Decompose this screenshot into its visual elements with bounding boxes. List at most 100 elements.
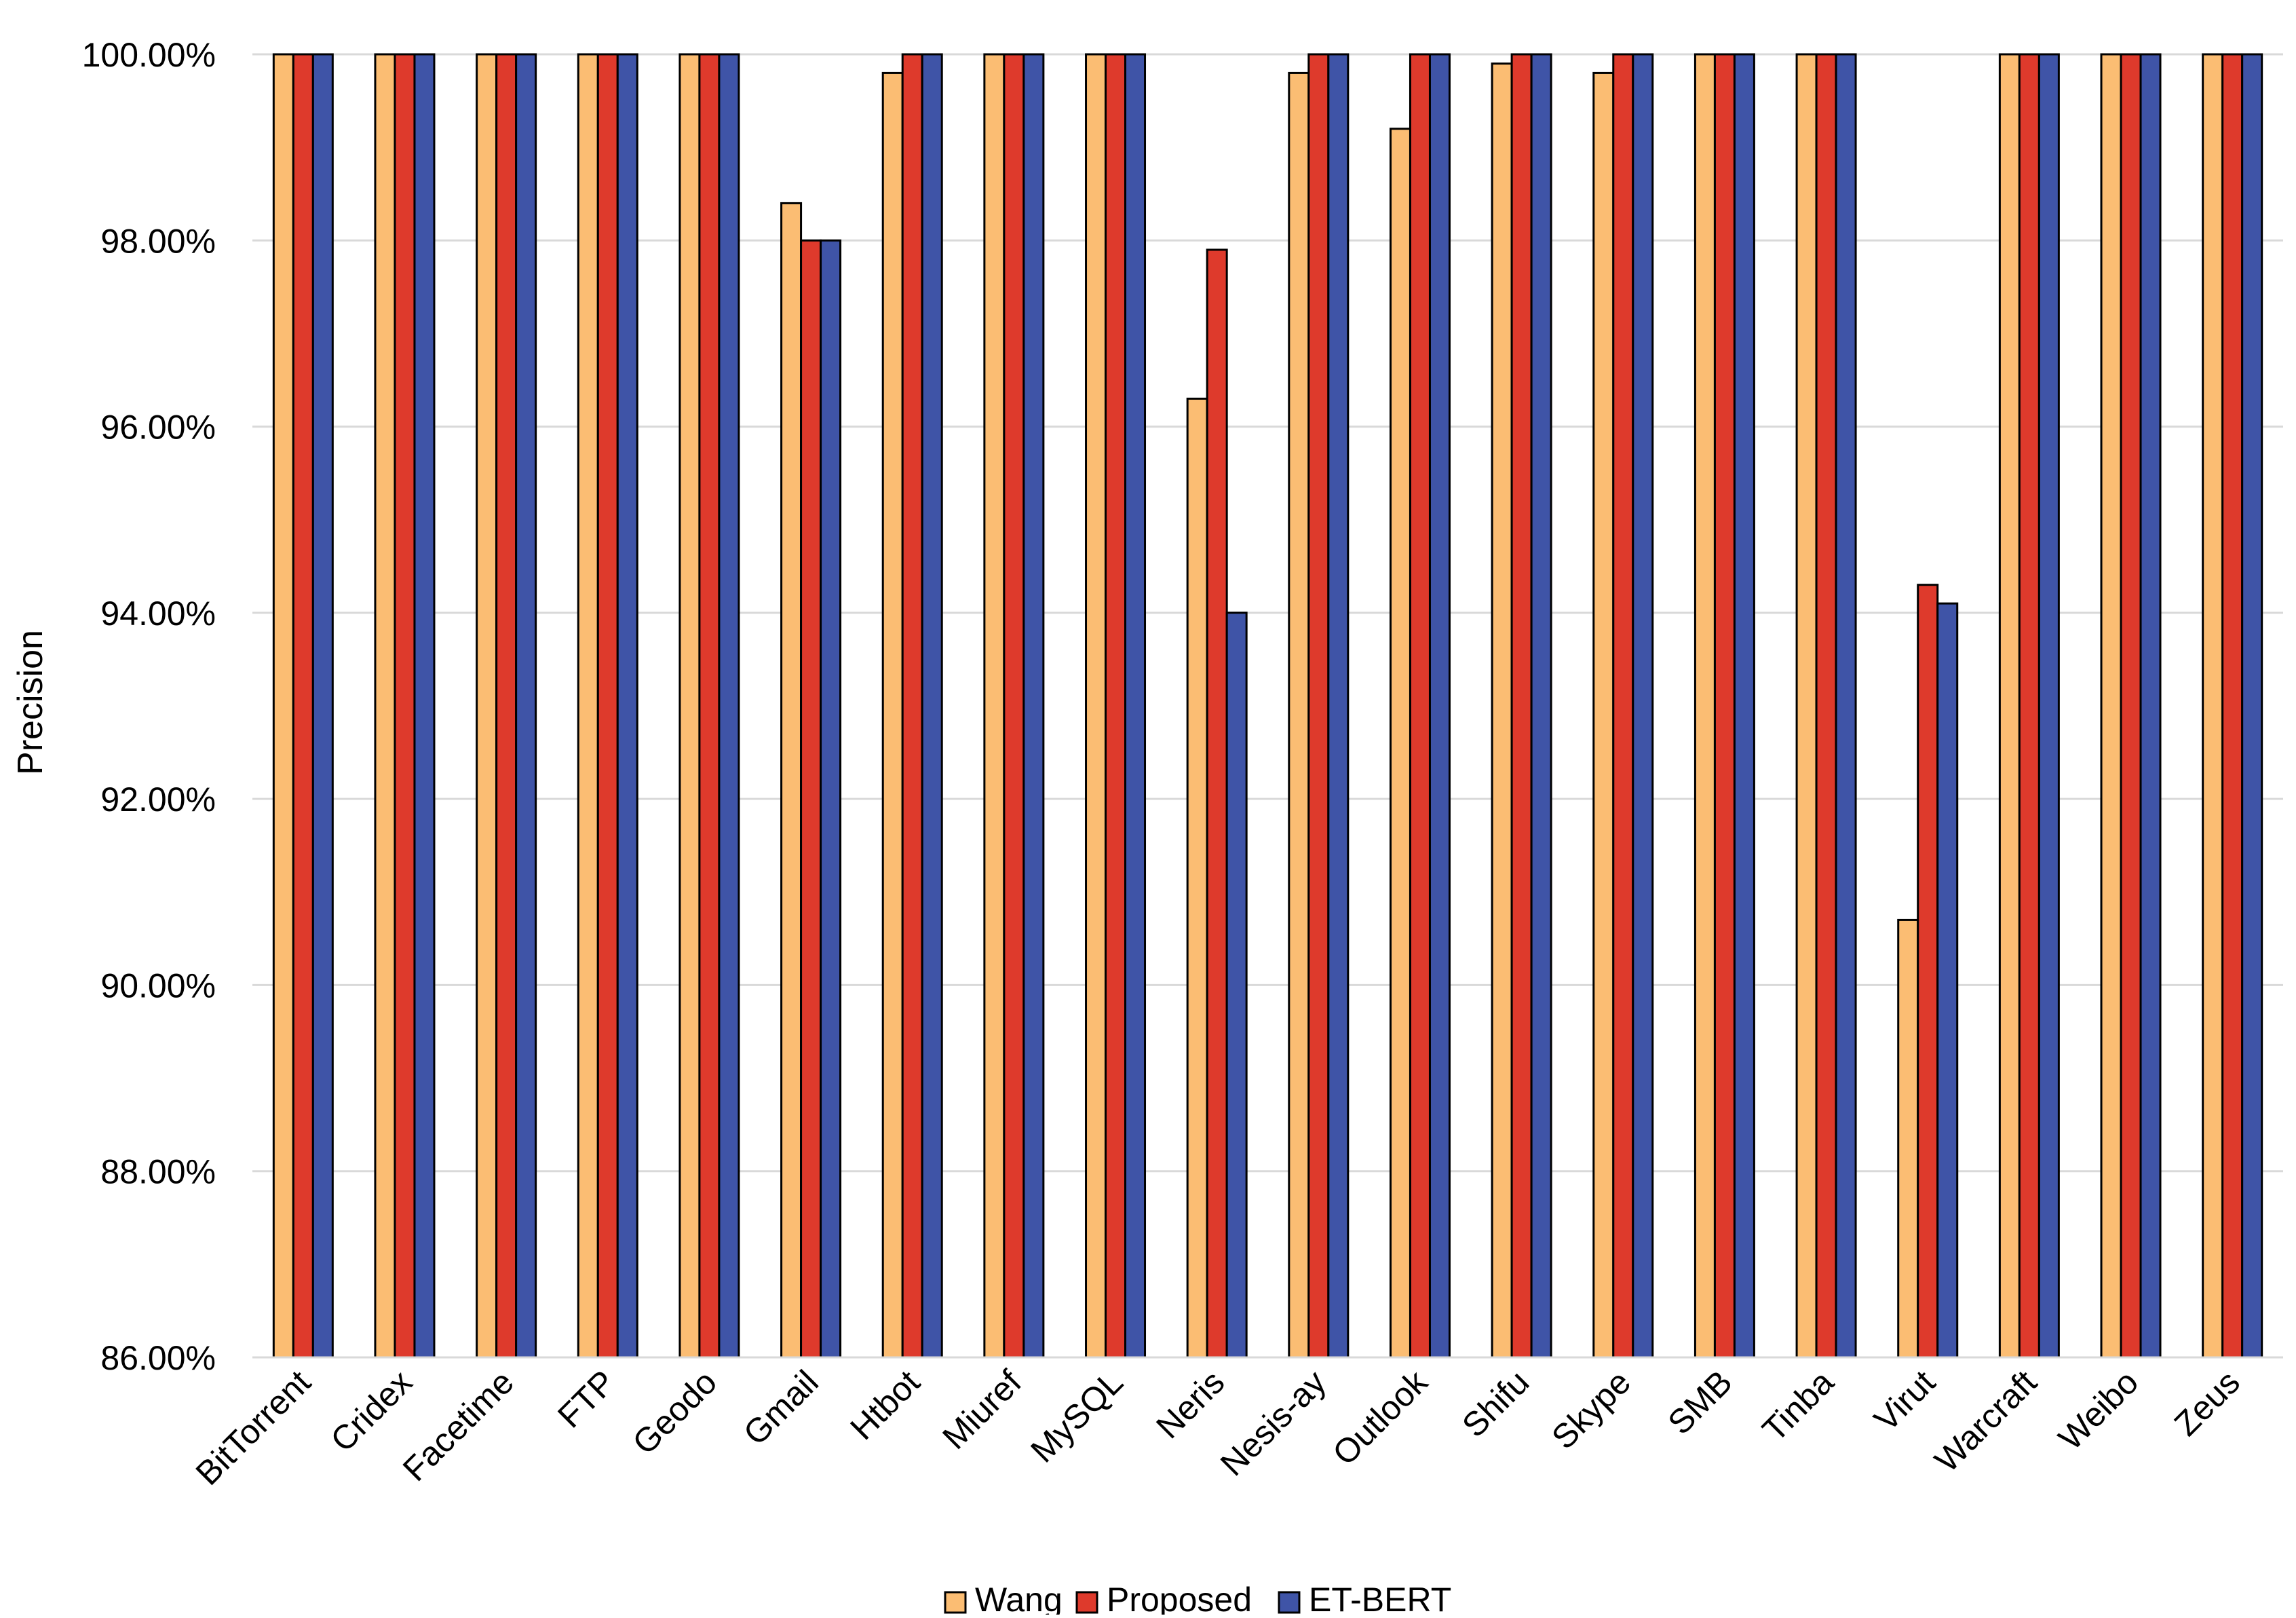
bar-wang	[1694, 53, 1716, 1359]
y-tick-label: 98.00%	[100, 222, 216, 260]
bar-et-bert	[921, 53, 943, 1359]
x-tick-label: Cridex	[323, 1363, 419, 1459]
bar-proposed	[2221, 53, 2244, 1359]
legend: Wang Proposed ET-BERT	[944, 1581, 1451, 1618]
bar-et-bert	[1835, 53, 1857, 1359]
bar-et-bert	[2037, 53, 2060, 1359]
bar-proposed	[1815, 53, 1837, 1359]
bar-wang	[678, 53, 701, 1359]
legend-label: Proposed	[1107, 1581, 1252, 1615]
bar-et-bert	[413, 53, 436, 1359]
x-tick-label: Warcraft	[1928, 1363, 2044, 1480]
x-tick-label: Nesis-ay	[1213, 1363, 1333, 1483]
x-tick-label: Miuref	[935, 1363, 1029, 1456]
bars	[272, 53, 2263, 1359]
bar-proposed	[1307, 53, 1330, 1359]
legend-label: ET-BERT	[1309, 1581, 1451, 1615]
y-tick-label: 90.00%	[100, 966, 216, 1004]
legend-swatch	[1075, 1591, 1098, 1614]
y-tick-label: 96.00%	[100, 409, 216, 447]
bar-proposed	[1713, 53, 1736, 1359]
x-tick-label: BitTorrent	[189, 1363, 318, 1492]
bar-wang	[1592, 71, 1615, 1359]
x-tick-label: Htbot	[843, 1363, 927, 1447]
bar-et-bert	[515, 53, 537, 1359]
bar-wang	[476, 53, 498, 1359]
x-tick-label: Geodo	[625, 1363, 724, 1462]
y-tick-label: 88.00%	[100, 1153, 216, 1191]
x-tick-label: SMB	[1660, 1363, 1739, 1442]
x-tick-label: MySQL	[1023, 1363, 1130, 1469]
bar-et-bert	[1225, 612, 1248, 1359]
bar-et-bert	[616, 53, 638, 1359]
y-tick-labels: 86.00% 88.00% 90.00% 92.00% 94.00% 96.00% 98.0…	[82, 36, 216, 1377]
bar-wang	[1186, 397, 1208, 1359]
x-tick-label: Tinba	[1755, 1363, 1841, 1449]
bar-wang	[1288, 71, 1310, 1359]
bar-wang	[983, 53, 1006, 1359]
legend-label: Wang	[975, 1581, 1063, 1615]
legend-swatch	[1278, 1591, 1301, 1614]
bar-proposed	[1510, 53, 1533, 1359]
bar-et-bert	[718, 53, 740, 1359]
bar-proposed	[495, 53, 518, 1359]
x-tick-label: Facetime	[396, 1363, 521, 1488]
bar-et-bert	[311, 53, 334, 1359]
bar-proposed	[2120, 53, 2142, 1359]
bar-wang	[1085, 53, 1107, 1359]
y-tick-label: 86.00%	[100, 1339, 216, 1377]
bar-et-bert	[820, 239, 842, 1359]
bar-et-bert	[1936, 602, 1959, 1359]
bar-wang	[1491, 62, 1513, 1359]
y-tick-label: 100.00%	[82, 36, 216, 74]
gridlines	[252, 53, 2283, 1173]
bar-proposed	[1206, 248, 1228, 1359]
bar-wang	[1389, 128, 1411, 1359]
y-tick-label: 92.00%	[100, 780, 216, 819]
x-tick-label: Zeus	[2167, 1363, 2247, 1443]
bar-proposed	[800, 239, 822, 1359]
x-tick-label: Virut	[1867, 1363, 1943, 1439]
bar-et-bert	[1428, 53, 1451, 1359]
x-tick-label: Weibo	[2051, 1363, 2145, 1457]
bar-wang	[1795, 53, 1818, 1359]
bar-proposed	[2018, 53, 2040, 1359]
x-tick-label: Neris	[1149, 1363, 1231, 1446]
bar-proposed	[1612, 53, 1634, 1359]
bar-wang	[2100, 53, 2122, 1359]
bar-wang	[1998, 53, 2021, 1359]
bar-proposed	[1003, 53, 1025, 1359]
bar-proposed	[901, 53, 923, 1359]
bar-proposed	[1917, 584, 1939, 1359]
bar-et-bert	[1022, 53, 1045, 1359]
bar-proposed	[1105, 53, 1127, 1359]
bar-et-bert	[2139, 53, 2162, 1359]
bar-proposed	[596, 53, 619, 1359]
bar-et-bert	[1124, 53, 1147, 1359]
bar-et-bert	[1632, 53, 1654, 1359]
x-tick-label: FTP	[550, 1363, 622, 1435]
legend-swatch	[944, 1591, 967, 1614]
y-axis-label: Precision	[11, 630, 50, 775]
bar-et-bert	[1327, 53, 1350, 1359]
bar-et-bert	[2241, 53, 2263, 1359]
bar-wang	[577, 53, 599, 1359]
bar-wang	[374, 53, 396, 1359]
y-tick-label: 94.00%	[100, 595, 216, 633]
bar-wang	[881, 71, 904, 1359]
bar-wang	[272, 53, 294, 1359]
bar-proposed	[394, 53, 416, 1359]
x-tick-label: Skype	[1544, 1363, 1638, 1456]
bar-proposed	[698, 53, 721, 1359]
x-tick-label: Gmail	[736, 1363, 826, 1452]
bar-et-bert	[1530, 53, 1552, 1359]
bar-wang	[2202, 53, 2224, 1359]
bar-proposed	[1409, 53, 1431, 1359]
bar-et-bert	[1733, 53, 1755, 1359]
bar-wang	[780, 202, 803, 1359]
bar-proposed	[292, 53, 314, 1359]
x-tick-label: Shifu	[1455, 1363, 1536, 1444]
